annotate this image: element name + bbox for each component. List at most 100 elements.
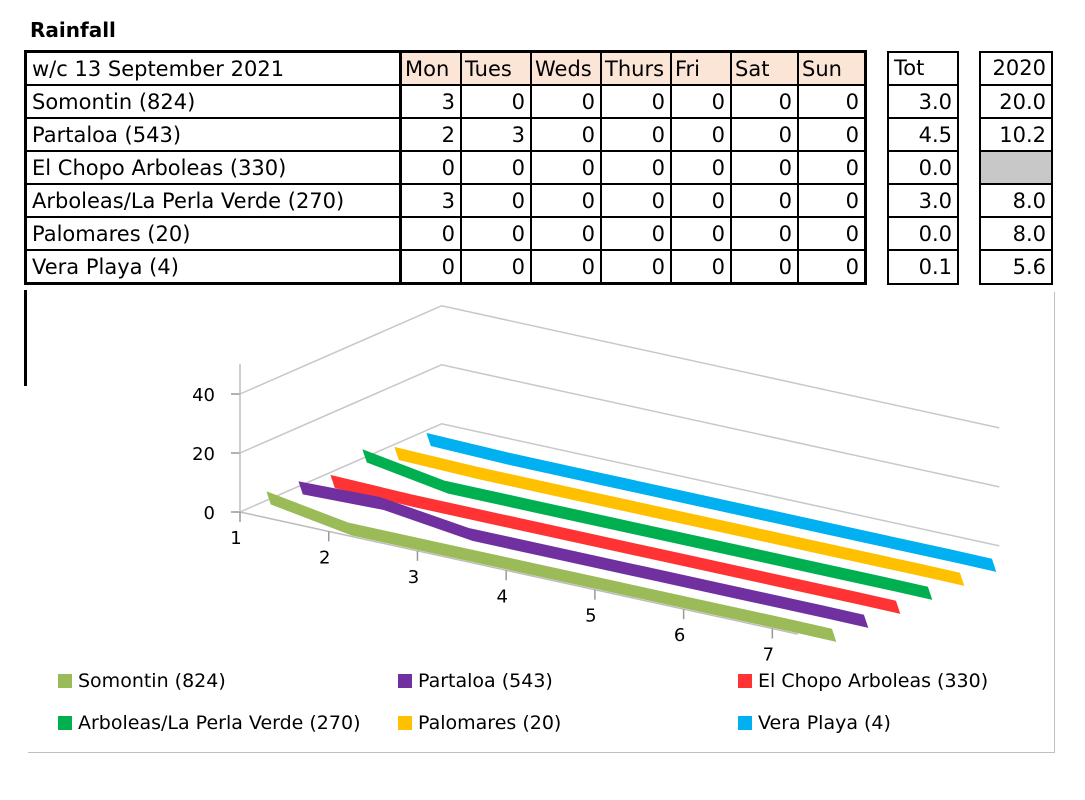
- series-point: [920, 565, 924, 569]
- series-ribbon: [362, 449, 933, 600]
- series-point: [678, 554, 682, 558]
- rain-value: 0: [460, 249, 532, 285]
- series-point: [565, 487, 569, 491]
- series-point: [267, 493, 271, 497]
- week-label: w/c 13 September 2021: [24, 50, 402, 86]
- rain-value: 0: [530, 183, 602, 218]
- series-point: [952, 551, 956, 555]
- total-value: 4.5: [887, 117, 959, 152]
- table-row: Arboleas/La Perla Verde (270) 3 0 0 0 0 0 0 3.0 8…: [24, 183, 1053, 218]
- series-point: [831, 546, 835, 550]
- column-gap: [866, 184, 889, 217]
- series-point: [437, 543, 441, 547]
- rain-value: 0: [460, 216, 532, 251]
- series-point: [525, 563, 529, 567]
- rain-value: 0: [530, 150, 602, 185]
- legend-item: Somontin (824): [58, 670, 226, 692]
- series-point: [621, 521, 625, 525]
- column-gap: [866, 85, 889, 118]
- rain-value: 0: [730, 249, 799, 285]
- series-ribbon: [298, 481, 869, 628]
- prev-year-header: 2020: [979, 50, 1053, 86]
- day-header-thurs: Thurs: [600, 50, 672, 86]
- day-header-sat: Sat: [730, 50, 799, 86]
- legend-label: Palomares (20): [418, 712, 562, 734]
- series-point: [533, 501, 537, 505]
- rain-value: 0: [730, 183, 799, 218]
- rain-value: 0: [600, 216, 672, 251]
- rain-value: 3: [460, 117, 532, 152]
- rain-value: 0: [797, 150, 867, 185]
- series-point: [557, 549, 561, 553]
- table-row: El Chopo Arboleas (330) 0 0 0 0 0 0 0 0.0: [24, 150, 1053, 185]
- column-gap: [958, 184, 980, 217]
- rain-value: 0: [797, 249, 867, 285]
- rain-value: 0: [730, 216, 799, 251]
- series-point: [767, 574, 771, 578]
- rainfall-table-wrap: w/c 13 September 2021 Mon Tues Weds Thurs Fri…: [24, 50, 1053, 285]
- series-point: [395, 449, 399, 453]
- day-header-mon: Mon: [399, 50, 462, 86]
- rain-value: 0: [600, 84, 672, 119]
- rain-value: 0: [399, 150, 462, 185]
- rain-value: 0: [670, 249, 732, 285]
- rain-value: 0: [530, 84, 602, 119]
- column-gap: [958, 85, 980, 118]
- rainfall-chart: 0 20 40 1 2 3 4 5 6 7 Somontin (824) Partaloa (543…: [28, 292, 1055, 753]
- column-gap: [958, 52, 980, 86]
- rain-value: 0: [670, 183, 732, 218]
- prev-year-value: 5.6: [979, 249, 1053, 285]
- column-gap: [958, 118, 980, 151]
- series-point: [469, 529, 473, 533]
- prev-year-value: [979, 150, 1053, 185]
- y-tick-label: 40: [192, 385, 215, 406]
- x-tick-label: 5: [585, 606, 596, 627]
- day-header-sun: Sun: [797, 50, 867, 86]
- station-name: Arboleas/La Perla Verde (270): [24, 183, 402, 218]
- total-value: 0.0: [887, 216, 959, 251]
- series-point: [412, 496, 416, 500]
- series-point: [501, 515, 505, 519]
- legend-label: Partaloa (543): [418, 670, 553, 692]
- series-ribbon: [426, 432, 997, 572]
- legend-label: Arboleas/La Perla Verde (270): [78, 712, 361, 734]
- legend-swatch: [398, 716, 412, 730]
- legend-label: Somontin (824): [78, 670, 226, 692]
- legend-item: Arboleas/La Perla Verde (270): [58, 712, 361, 734]
- series-point: [427, 435, 431, 439]
- rain-value: 2: [399, 117, 462, 152]
- legend-label: El Chopo Arboleas (330): [758, 670, 989, 692]
- rain-value: 0: [670, 150, 732, 185]
- column-gap: [866, 52, 889, 86]
- chart-canvas: 0 20 40 1 2 3 4 5 6 7: [192, 305, 1000, 666]
- legend-swatch: [58, 716, 72, 730]
- gridline: [239, 364, 1000, 488]
- column-gap: [866, 118, 889, 151]
- gridline: [239, 305, 1000, 429]
- rain-value: 0: [460, 150, 532, 185]
- y-tick-label: 0: [204, 503, 215, 524]
- page-title: Rainfall: [30, 18, 116, 42]
- series-point: [863, 532, 867, 536]
- day-header-weds: Weds: [530, 50, 602, 86]
- series-ribbon: [330, 474, 901, 614]
- series-point: [856, 593, 860, 597]
- x-tick-label: 2: [319, 547, 330, 568]
- tot-header: Tot: [887, 50, 959, 86]
- rain-value: 3: [399, 183, 462, 218]
- total-value: 3.0: [887, 84, 959, 119]
- table-left-rule: [24, 290, 27, 386]
- rain-value: 0: [600, 249, 672, 285]
- series-point: [299, 483, 303, 487]
- table-row: Palomares (20) 0 0 0 0 0 0 0 0.0 8.0: [24, 216, 1053, 251]
- rain-value: 0: [670, 216, 732, 251]
- series-point: [444, 482, 448, 486]
- rain-value: 0: [730, 117, 799, 152]
- rain-value: 0: [797, 216, 867, 251]
- series-point: [508, 454, 512, 458]
- table-row: Somontin (824) 3 0 0 0 0 0 0 3.0 20.0: [24, 84, 1053, 119]
- series-point: [792, 621, 796, 625]
- day-header-fri: Fri: [670, 50, 732, 86]
- x-tick-label: 6: [674, 625, 685, 646]
- rain-value: 3: [399, 84, 462, 119]
